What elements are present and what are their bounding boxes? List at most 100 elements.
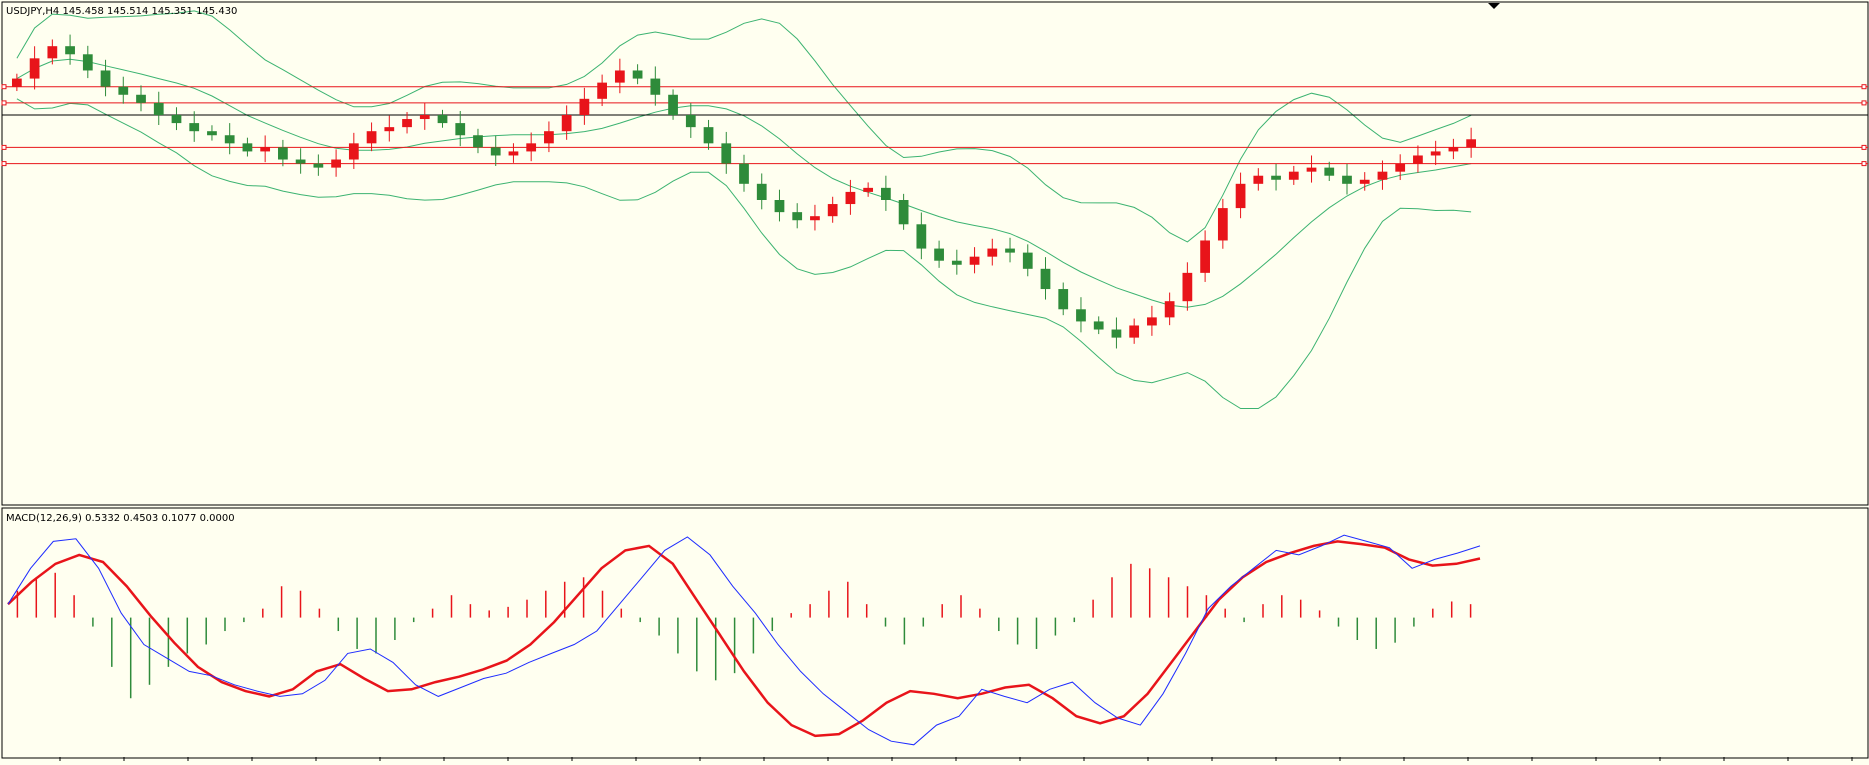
candle-body	[1342, 175, 1352, 184]
candle	[29, 46, 40, 90]
candle	[1147, 305, 1157, 336]
candle	[951, 249, 962, 275]
candle-body	[827, 204, 838, 217]
candle-body	[1182, 272, 1193, 302]
candle-body	[987, 248, 998, 257]
candle	[47, 39, 58, 65]
candle	[739, 154, 749, 192]
candle	[544, 121, 554, 153]
candle	[1413, 145, 1423, 173]
candle-body	[774, 200, 785, 213]
macd-histogram	[16, 563, 1472, 699]
candle	[1253, 168, 1264, 191]
candle-body	[1129, 325, 1140, 338]
candle	[331, 149, 341, 177]
candle-body	[898, 200, 909, 225]
candle-body	[544, 131, 554, 144]
candle	[11, 73, 22, 92]
candle	[561, 105, 572, 140]
candle	[508, 143, 519, 163]
candle	[100, 59, 111, 97]
candle	[65, 34, 75, 65]
candle	[1111, 317, 1122, 349]
candle	[1306, 155, 1317, 183]
time-axis-ticks	[59, 757, 1853, 761]
candle-body	[1466, 139, 1477, 148]
shift-marker-icon[interactable]	[1488, 3, 1500, 9]
candle-body	[508, 151, 519, 156]
candle	[1005, 237, 1015, 263]
level-handle-left[interactable]	[1, 100, 7, 106]
candle-body	[402, 119, 412, 128]
candle	[685, 102, 696, 138]
candle-body	[1235, 183, 1246, 209]
level-handle-left[interactable]	[1, 144, 7, 150]
candle	[756, 173, 767, 210]
candle-body	[561, 115, 572, 132]
candle	[1377, 160, 1388, 190]
candle-body	[82, 54, 93, 71]
candle-body	[1324, 167, 1335, 176]
level-handle-left[interactable]	[1, 161, 7, 167]
candle-body	[792, 212, 803, 221]
horizontal-levels[interactable]	[1, 84, 1868, 167]
candle-body	[1093, 321, 1104, 330]
candle	[118, 76, 129, 104]
candle-body	[756, 183, 767, 200]
level-handle-right[interactable]	[1861, 100, 1867, 106]
level-handle-right[interactable]	[1861, 161, 1867, 167]
candle	[934, 240, 944, 268]
candle	[1324, 161, 1335, 181]
level-handle-right[interactable]	[1861, 144, 1867, 150]
candle-body	[1253, 175, 1264, 184]
candle-body	[1200, 240, 1210, 273]
candle	[1129, 318, 1140, 344]
candle-body	[1271, 175, 1281, 180]
candle-body	[47, 46, 58, 59]
candle-body	[419, 115, 430, 120]
level-handle-right[interactable]	[1861, 84, 1867, 90]
candle-body	[366, 131, 377, 144]
candle-body	[1377, 171, 1388, 180]
candle-body	[242, 143, 253, 152]
candle	[916, 212, 927, 260]
candle	[295, 148, 306, 174]
candle	[898, 193, 909, 230]
candle	[82, 45, 93, 79]
candle	[313, 154, 324, 176]
candle	[348, 132, 359, 169]
macd-pane[interactable]: MACD(12,26,9) 0.5332 0.4503 0.1077 0.000…	[1, 507, 1869, 759]
bollinger-bands	[16, 10, 1472, 409]
candle	[668, 89, 678, 120]
candle	[650, 66, 661, 106]
candle-body	[331, 159, 341, 168]
candle	[1271, 163, 1281, 191]
macd-pane-frame	[1, 507, 1869, 759]
candle	[881, 175, 891, 211]
candle	[1022, 244, 1033, 277]
macd-main-line	[7, 534, 1481, 746]
candle	[437, 109, 448, 128]
candle	[1040, 257, 1051, 300]
level-handle-left[interactable]	[1, 84, 7, 90]
candle	[1235, 172, 1246, 219]
candle	[278, 139, 288, 167]
candle-body	[863, 187, 874, 192]
candle-body	[650, 78, 661, 95]
candle-body	[845, 191, 856, 205]
candle	[579, 87, 590, 125]
candle-body	[951, 260, 962, 265]
macd-lines	[7, 534, 1481, 746]
price-pane[interactable]: USDJPY,H4 145.458 145.514 145.351 145.43…	[1, 1, 1869, 506]
price-pane-frame	[1, 1, 1869, 506]
candle	[384, 115, 395, 142]
candle-body	[526, 143, 537, 152]
candle	[1217, 198, 1228, 249]
candle	[1466, 127, 1477, 158]
candle	[526, 132, 537, 162]
candle	[1342, 163, 1352, 195]
candle-body	[490, 147, 501, 156]
candle	[792, 203, 803, 229]
